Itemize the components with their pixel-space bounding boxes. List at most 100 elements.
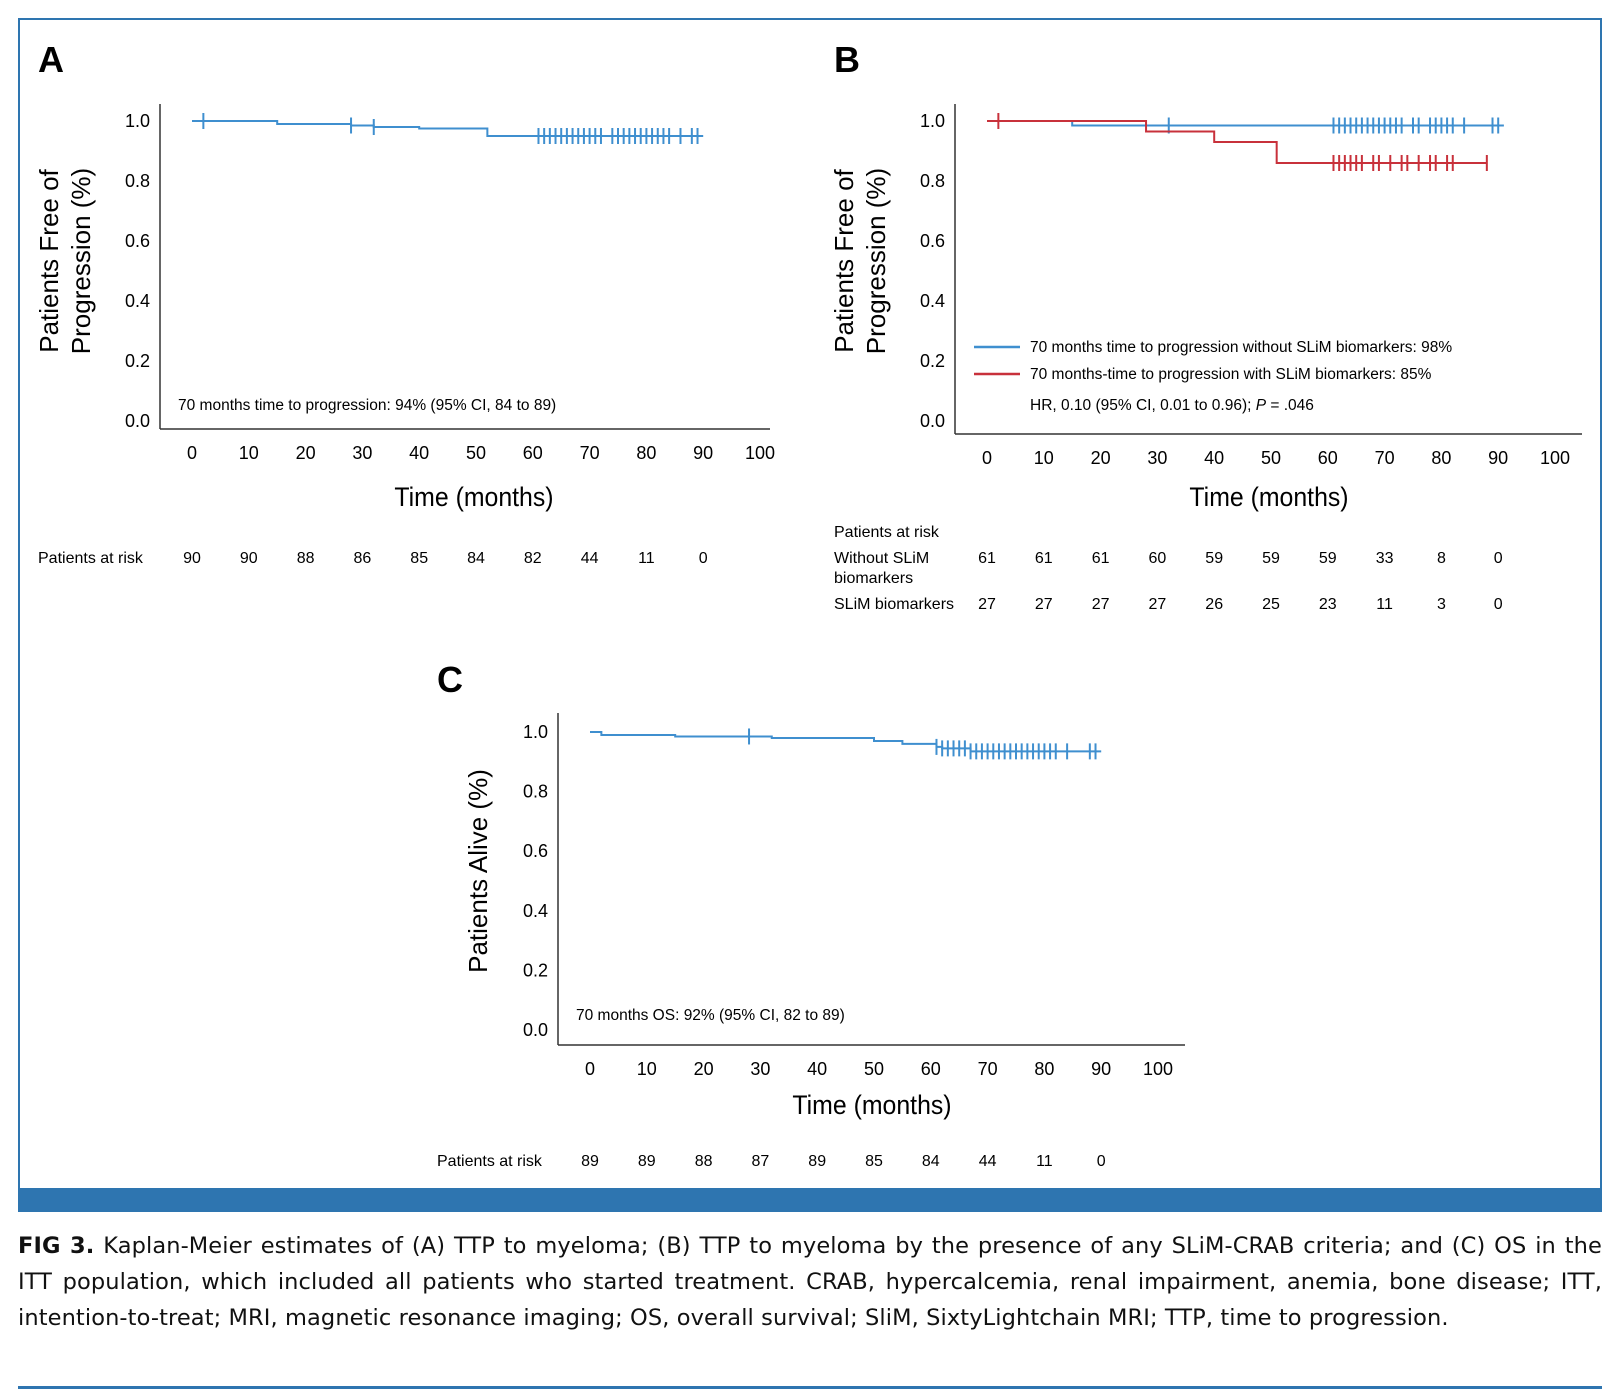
panel-c-risk-value: 89 (638, 1153, 656, 1170)
panel-a-risk-value: 11 (638, 550, 655, 567)
panel-a-series-line-1 (192, 120, 704, 137)
panel-c-y-tick-label: 0.4 (523, 901, 548, 921)
panel-c-x-tick-label: 30 (750, 1059, 770, 1079)
panel-c-letter: C (437, 659, 463, 700)
panel-c-x-tick-label: 0 (585, 1059, 595, 1079)
panel-a-x-tick-label: 20 (296, 443, 316, 463)
panel-b-x-tick-label: 80 (1431, 448, 1451, 468)
panel-c-risk-value: 89 (808, 1153, 826, 1170)
panel-a-risk-value: 90 (183, 550, 201, 567)
panel-a-y-axis-label: Patients Free of (34, 168, 64, 352)
figure-charts: A0.00.20.40.60.81.00 10 20 30 40 50 60 70 80 90 10… (34, 39, 1582, 1170)
panel-b-risk-value: 27 (1092, 596, 1110, 613)
panel-b-x-tick-label: 100 (1540, 448, 1570, 468)
panel-b-x-tick-label: 40 (1204, 448, 1224, 468)
panel-b-y-tick-label: 0.2 (920, 351, 945, 371)
panel-b-x-tick-label: 30 (1147, 448, 1167, 468)
panel-b-risk-value: 61 (978, 550, 996, 567)
panel-a-x-tick-label: 0 (187, 443, 197, 463)
panel-b-y-axis-label: Progression (%) (861, 168, 891, 354)
panel-c-y-axis-label: Patients Alive (%) (463, 769, 493, 973)
panel-a-x-tick-label: 70 (580, 443, 600, 463)
panel-b-x-tick-label: 90 (1488, 448, 1508, 468)
panel-c-y-tick-label: 0.0 (523, 1020, 548, 1040)
panel-a-x-tick-label: 60 (523, 443, 543, 463)
panel-b-risk-row-name: Without SLiM (834, 550, 929, 567)
panel-a-x-tick-label: 10 (239, 443, 259, 463)
panel-b-hr-annotation: HR, 0.10 (95% CI, 0.01 to 0.96); P = .04… (1030, 397, 1314, 414)
panel-c-series-line-1 (590, 731, 1102, 753)
panel-b-x-axis-label: Time (months) (1189, 483, 1348, 512)
panel-a-letter: A (38, 39, 64, 80)
panel-a-y-axis-label: Progression (%) (66, 168, 96, 354)
panel-b-risk-value: 11 (1376, 596, 1393, 613)
panel-b-risk-value: 0 (1494, 596, 1503, 613)
panel-a-x-tick-label: 40 (409, 443, 429, 463)
panel-b-risk-row-name: biomarkers (834, 570, 913, 587)
panel-a-annotation: 70 months time to progression: 94% (95% … (178, 397, 556, 414)
panel-c-x-tick-label: 80 (1034, 1059, 1054, 1079)
panel-b-risk-value: 27 (1149, 596, 1167, 613)
panel-a-risk-value: 84 (467, 550, 485, 567)
panel-b-x-tick-label: 20 (1091, 448, 1111, 468)
panel-c-risk-value: 85 (865, 1153, 883, 1170)
panel-a-risk-value: 85 (410, 550, 428, 567)
panel-b-x-tick-label: 50 (1261, 448, 1281, 468)
panel-c-y-tick-label: 0.8 (523, 782, 548, 802)
panel-b-risk-value: 59 (1205, 550, 1223, 567)
panel-b-risk-value: 60 (1149, 550, 1167, 567)
panel-a-risk-value: 90 (240, 550, 258, 567)
panel-a-risk-value: 86 (354, 550, 372, 567)
panel-a-x-axis-label: Time (months) (394, 483, 553, 512)
panel-b-y-axis-label: Patients Free of (829, 168, 859, 352)
panel-c-risk-value: 11 (1036, 1153, 1053, 1170)
panel-b-p-value: = .046 (1266, 397, 1314, 414)
panel-a-risk-label: Patients at risk (38, 550, 144, 567)
panel-c-x-tick-label: 50 (864, 1059, 884, 1079)
panel-c-x-tick-label: 90 (1091, 1059, 1111, 1079)
panel-c-x-tick-label: 70 (978, 1059, 998, 1079)
panel-b-letter: B (834, 39, 860, 80)
panel-b-x-tick-label: 70 (1375, 448, 1395, 468)
panel-b-risk-value: 25 (1262, 596, 1280, 613)
panel-a-y-tick-label: 0.2 (125, 351, 150, 371)
panel-b-legend-entry: 70 months time to progression without SL… (1030, 339, 1452, 356)
panel-b-y-tick-label: 0.8 (920, 171, 945, 191)
panel-b-y-tick-label: 0.4 (920, 291, 945, 311)
panel-b-risk-value: 27 (1035, 596, 1053, 613)
panel-b-y-tick-label: 1.0 (920, 111, 945, 131)
panel-b-series-line-2 (987, 120, 1487, 164)
panel-b-hr-text: HR, 0.10 (95% CI, 0.01 to 0.96); (1030, 397, 1256, 414)
panel-b-risk-value: 27 (978, 596, 996, 613)
panel-c-risk-value: 44 (979, 1153, 997, 1170)
figure-caption: FIG 3. Kaplan-Meier estimates of (A) TTP… (18, 1228, 1602, 1336)
panel-c-x-tick-label: 60 (921, 1059, 941, 1079)
panel-c-risk-value: 89 (581, 1153, 599, 1170)
panel-c-x-axis-label: Time (months) (792, 1091, 951, 1120)
panel-b-y-tick-label: 0.0 (920, 411, 945, 431)
panel-b-x-tick-label: 10 (1034, 448, 1054, 468)
panel-a-risk-value: 0 (699, 550, 708, 567)
panel-b-y-tick-label: 0.6 (920, 231, 945, 251)
panel-b-risk-value: 61 (1035, 550, 1053, 567)
panel-a-y-tick-label: 0.4 (125, 291, 150, 311)
panel-b-x-tick-label: 0 (982, 448, 992, 468)
panel-a-risk-value: 44 (581, 550, 599, 567)
panel-a-y-tick-label: 0.8 (125, 171, 150, 191)
panel-c-annotation: 70 months OS: 92% (95% CI, 82 to 89) (576, 1007, 845, 1024)
panel-b-risk-value: 3 (1437, 596, 1446, 613)
panel-a-x-tick-label: 30 (352, 443, 372, 463)
caption-text: Kaplan-Meier estimates of (A) TTP to mye… (18, 1233, 1602, 1331)
panel-c-risk-value: 84 (922, 1153, 940, 1170)
panel-b-risk-value: 59 (1319, 550, 1337, 567)
panel-b-risk-value: 59 (1262, 550, 1280, 567)
panel-a-x-tick-label: 80 (636, 443, 656, 463)
panel-a-risk-value: 82 (524, 550, 542, 567)
panel-a-x-tick-label: 100 (745, 443, 775, 463)
panel-a-y-tick-label: 0.0 (125, 411, 150, 431)
panel-c-x-tick-label: 100 (1143, 1059, 1173, 1079)
panel-b-risk-row-name: SLiM biomarkers (834, 596, 954, 613)
panel-c-risk-label: Patients at risk (437, 1153, 543, 1170)
panel-b-legend-entry: 70 months-time to progression with SLiM … (1030, 366, 1432, 383)
blue-band (18, 1188, 1602, 1212)
